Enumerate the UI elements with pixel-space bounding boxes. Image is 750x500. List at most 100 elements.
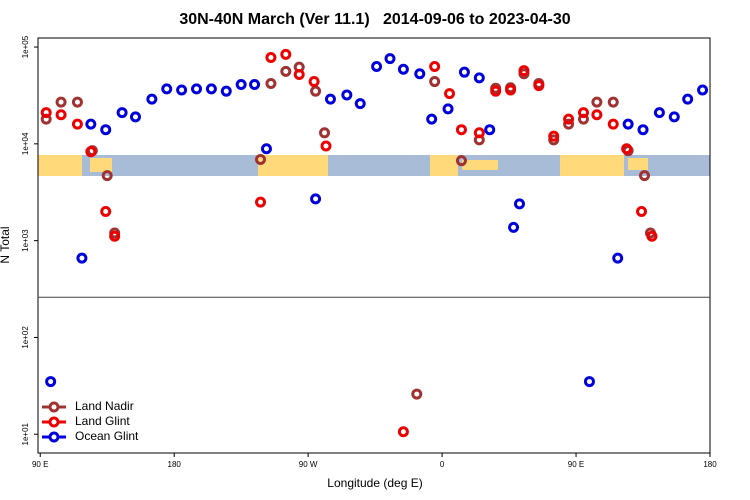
point — [442, 103, 454, 115]
point — [260, 143, 272, 155]
point — [249, 79, 261, 91]
point — [85, 118, 97, 130]
point — [490, 85, 502, 97]
point — [577, 107, 589, 119]
point — [639, 170, 651, 182]
point — [591, 96, 603, 108]
legend-item: Ocean Glint — [42, 429, 139, 443]
point — [55, 109, 67, 121]
point — [397, 63, 409, 75]
point — [583, 376, 595, 388]
point — [265, 51, 277, 63]
point — [116, 107, 128, 119]
y-tick-label: 1e+01 — [21, 422, 30, 445]
point — [508, 221, 520, 233]
y-tick-label: 1e+04 — [21, 132, 30, 155]
point — [129, 111, 141, 123]
point — [455, 124, 467, 136]
y-axis-label: N Total — [0, 226, 12, 263]
point — [161, 83, 173, 95]
point — [191, 83, 203, 95]
y-tick-label: 1e+02 — [21, 326, 30, 349]
chart-title: 30N-40N March (Ver 11.1) 2014-09-06 to 2… — [179, 11, 570, 28]
point — [429, 60, 441, 72]
point — [621, 143, 633, 155]
point — [458, 66, 470, 78]
legend-marker — [48, 416, 60, 428]
point — [55, 96, 67, 108]
point — [505, 84, 517, 96]
x-tick-label: 180 — [703, 460, 717, 469]
point — [682, 93, 694, 105]
point — [563, 113, 575, 125]
point — [384, 53, 396, 65]
x-tick-label: 180 — [168, 460, 182, 469]
point — [40, 107, 52, 119]
point — [622, 118, 634, 130]
point — [109, 230, 121, 242]
point — [646, 230, 658, 242]
legend-marker — [48, 431, 60, 443]
point — [636, 206, 648, 218]
point — [40, 113, 52, 125]
point — [591, 109, 603, 121]
point — [473, 127, 485, 139]
point — [397, 426, 409, 438]
point — [518, 65, 530, 77]
point — [293, 69, 305, 81]
point — [513, 198, 525, 210]
point — [414, 68, 426, 80]
point — [668, 111, 680, 123]
plot-frame — [37, 37, 711, 454]
point — [697, 84, 709, 96]
point — [612, 252, 624, 264]
point — [176, 84, 188, 96]
point — [85, 146, 97, 158]
point — [320, 140, 332, 152]
x-axis-label: Longitude (deg E) — [327, 476, 422, 490]
point — [411, 388, 423, 400]
point — [146, 93, 158, 105]
x-tick-label: 90 E — [32, 460, 48, 469]
point — [653, 107, 665, 119]
point — [280, 65, 292, 77]
point — [45, 376, 57, 388]
x-tick-label: 0 — [440, 460, 445, 469]
point — [563, 118, 575, 130]
point — [473, 72, 485, 84]
point — [429, 76, 441, 88]
x-tick-label: 90 W — [299, 460, 318, 469]
point — [455, 155, 467, 167]
point — [577, 113, 589, 125]
point — [324, 93, 336, 105]
point — [76, 252, 88, 264]
point — [100, 124, 112, 136]
legend-marker — [48, 401, 60, 413]
point — [607, 118, 619, 130]
point — [265, 78, 277, 90]
point — [100, 206, 112, 218]
point — [235, 79, 247, 91]
point — [533, 80, 545, 92]
point — [205, 83, 217, 95]
point — [444, 88, 456, 100]
point — [484, 124, 496, 136]
point — [354, 98, 366, 110]
point — [426, 113, 438, 125]
point — [255, 196, 267, 208]
point — [607, 96, 619, 108]
point — [71, 96, 83, 108]
legend-label: Land Nadir — [75, 399, 134, 413]
point — [310, 85, 322, 97]
point — [548, 130, 560, 142]
y-tick-label: 1e+05 — [21, 35, 30, 58]
point — [341, 89, 353, 101]
legend-item: Land Glint — [42, 414, 130, 428]
y-tick-label: 1e+03 — [21, 229, 30, 252]
point — [71, 118, 83, 130]
legend-label: Ocean Glint — [75, 429, 139, 443]
point — [280, 48, 292, 60]
x-tick-label: 90 E — [568, 460, 584, 469]
